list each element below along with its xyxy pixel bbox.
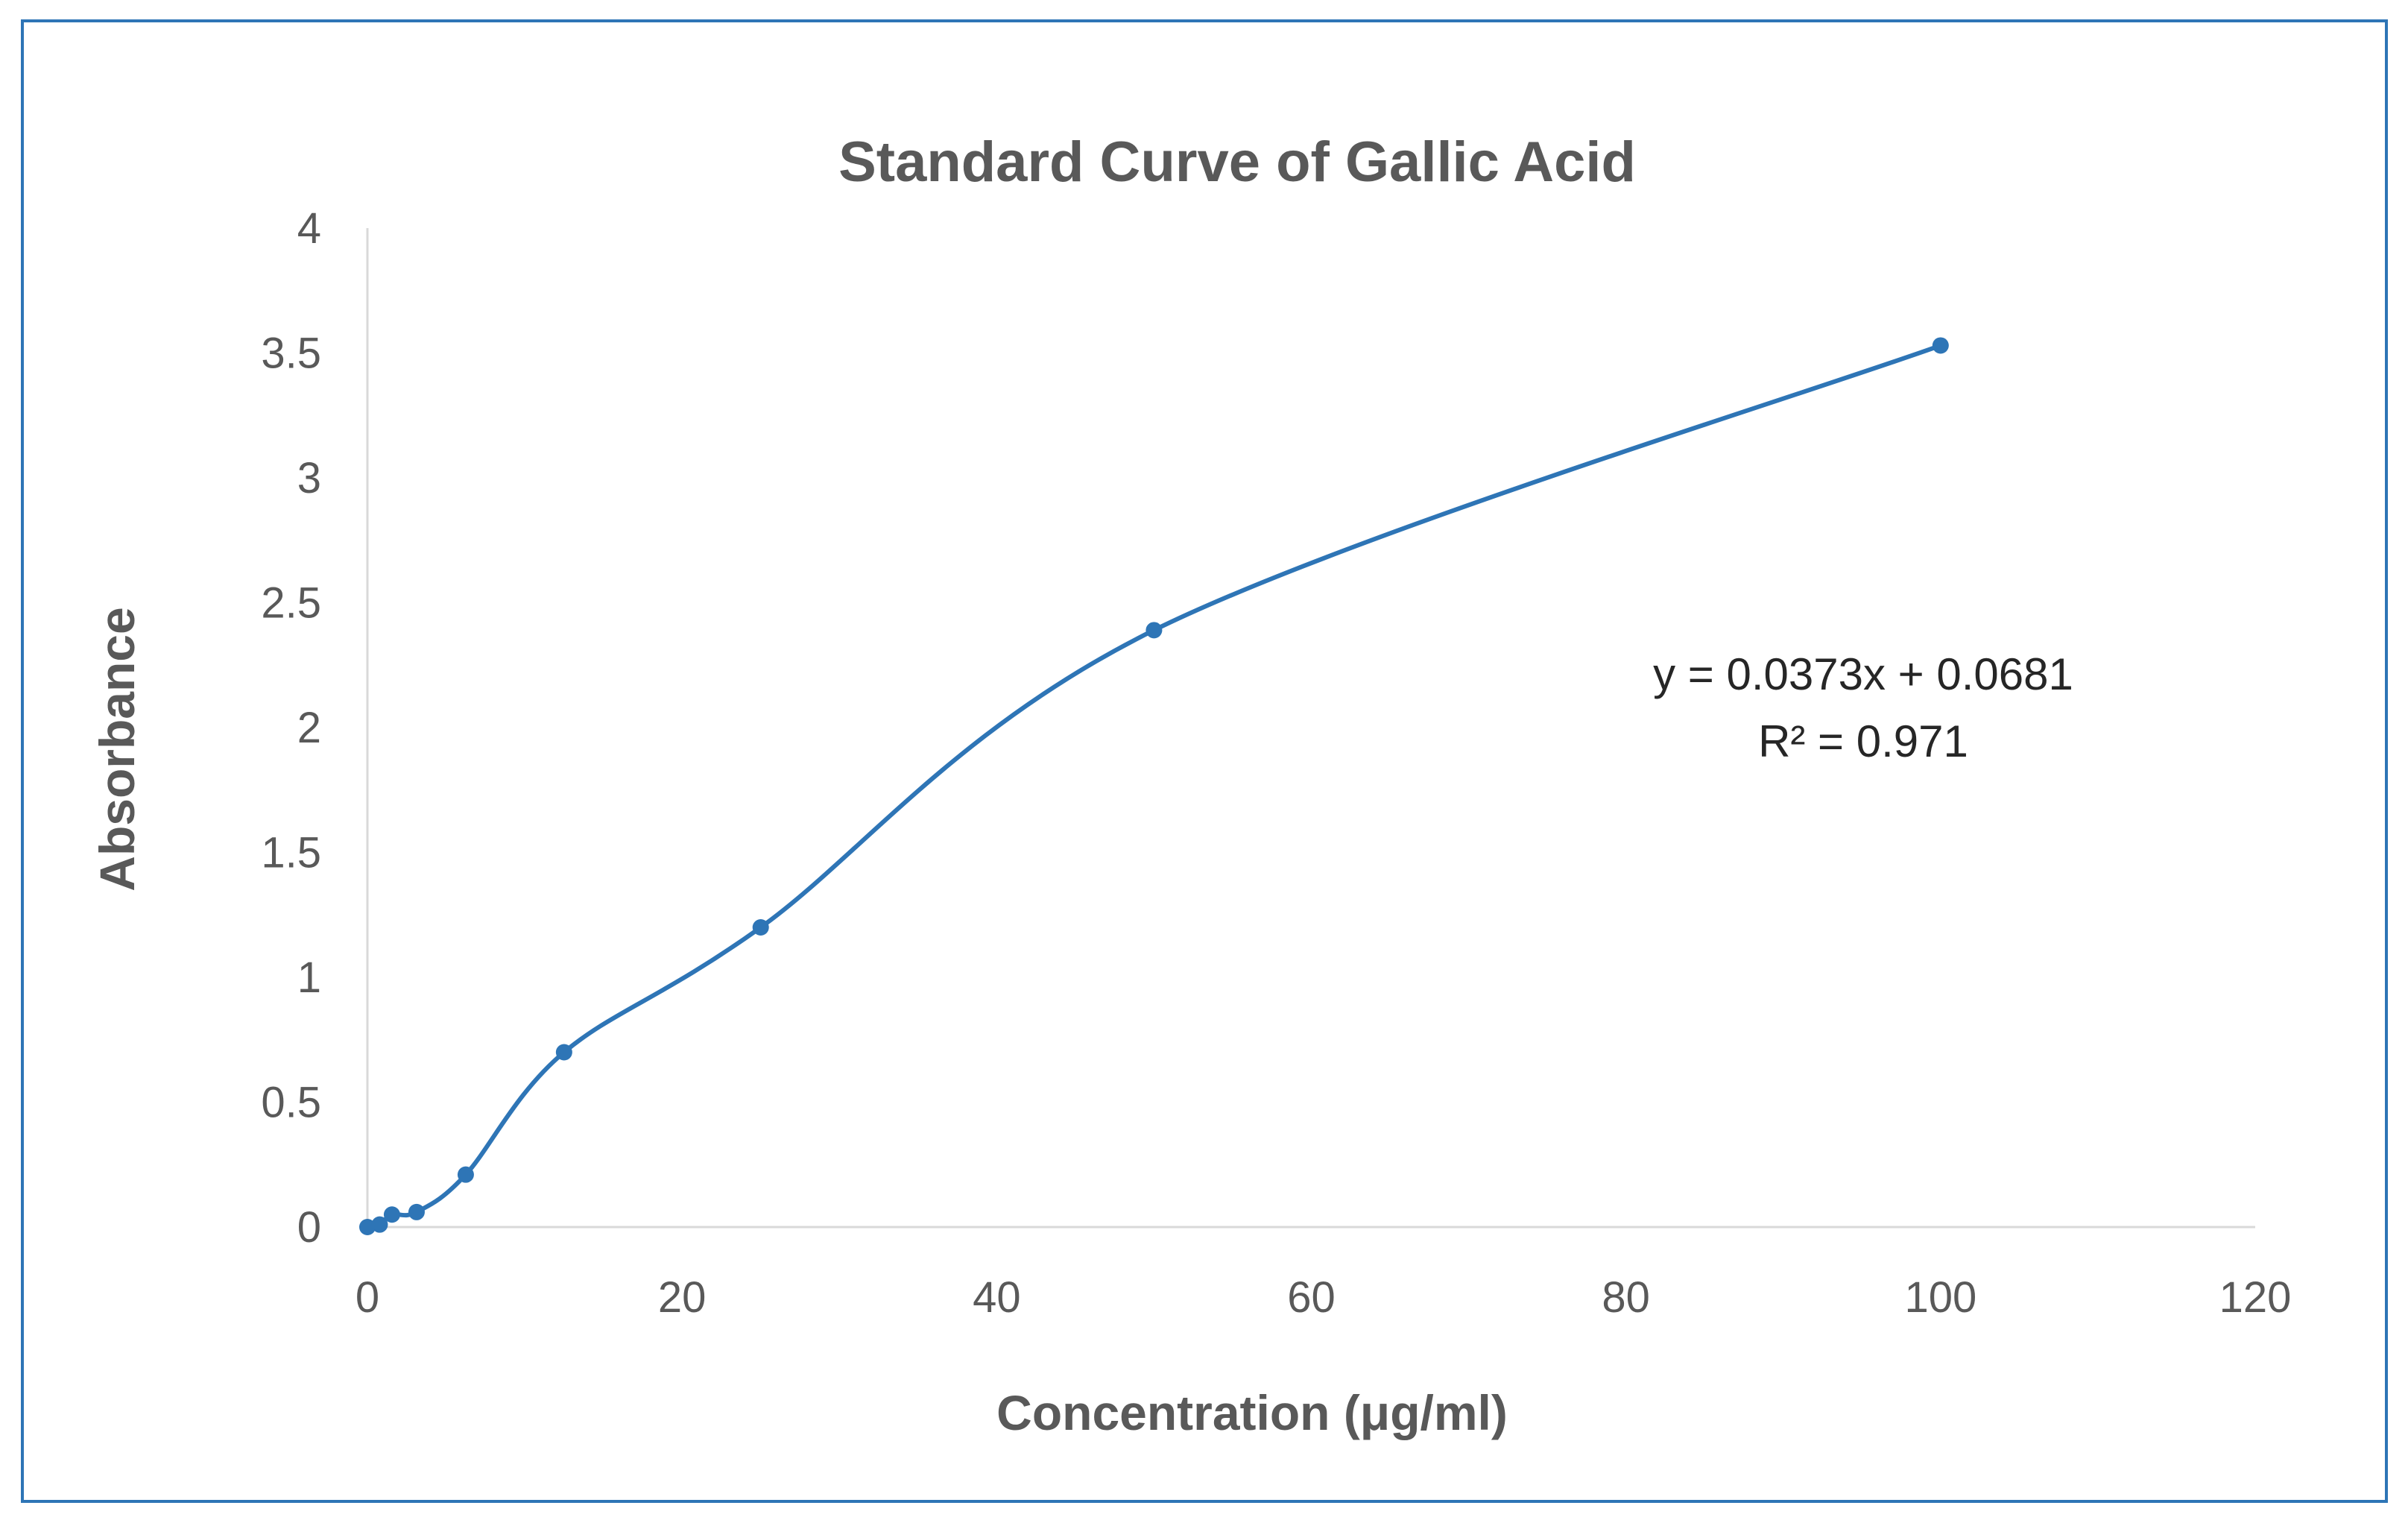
data-point [555, 1044, 572, 1061]
y-tick-label: 4 [297, 204, 321, 253]
data-points [359, 337, 1949, 1235]
y-tick-label: 1.5 [261, 829, 321, 877]
chart-title: Standard Curve of Gallic Acid [838, 130, 1636, 194]
y-tick-label: 2 [297, 704, 321, 752]
x-tick-label: 20 [658, 1273, 707, 1322]
y-tick-label: 0.5 [261, 1079, 321, 1127]
y-tick-label: 1 [297, 953, 321, 1002]
chart-frame [21, 19, 2388, 1503]
data-point [408, 1203, 425, 1220]
data-point [1932, 337, 1949, 354]
y-axis-title: Absorbance [89, 607, 145, 891]
data-point [383, 1206, 400, 1223]
y-tick-label: 3 [297, 454, 321, 502]
x-tick-label: 0 [355, 1273, 379, 1322]
y-tick-label: 3.5 [261, 329, 321, 378]
y-tick-label: 2.5 [261, 579, 321, 628]
data-point [752, 919, 769, 936]
data-point [359, 1219, 376, 1235]
series-line [365, 343, 1943, 1229]
x-tick-label: 120 [2219, 1273, 2292, 1322]
trendline-equation: y = 0.0373x + 0.0681 [1653, 649, 2073, 699]
data-point [1145, 622, 1163, 639]
data-point [371, 1216, 388, 1233]
x-tick-labels: 0 20 40 60 80 100 120 [355, 1273, 2292, 1322]
x-tick-label: 60 [1287, 1273, 1336, 1322]
x-tick-label: 80 [1602, 1273, 1650, 1322]
x-tick-label: 40 [973, 1273, 1021, 1322]
r-squared-label: R² = 0.971 [1758, 716, 1968, 766]
x-tick-label: 100 [1904, 1273, 1976, 1322]
data-point [457, 1166, 474, 1183]
y-tick-label: 0 [297, 1203, 321, 1252]
y-tick-labels: 0 0.5 1 1.5 2 2.5 3 3.5 4 [261, 204, 321, 1252]
x-axis-title: Concentration (μg/ml) [996, 1385, 1508, 1440]
